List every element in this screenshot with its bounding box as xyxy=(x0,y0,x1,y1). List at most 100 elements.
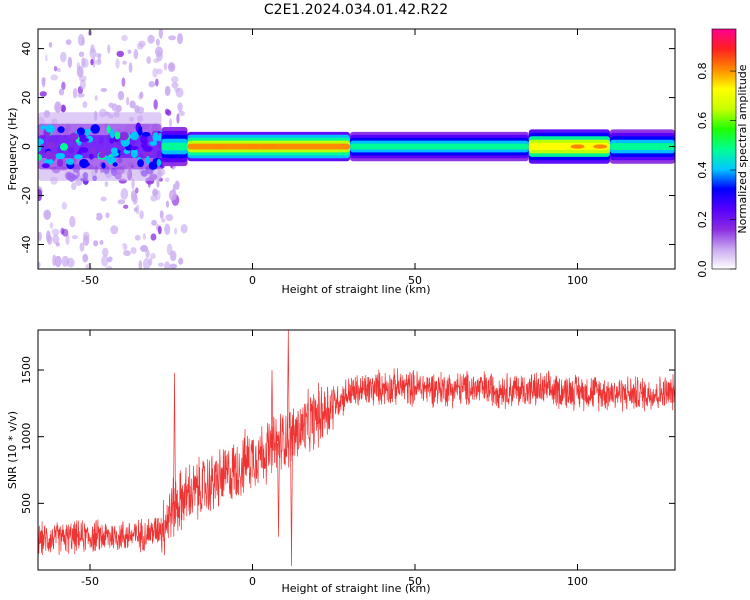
spectrogram-band-blob xyxy=(156,158,162,167)
spectrogram-x-tick-label: -50 xyxy=(81,274,99,287)
spectrogram-scatter-cell xyxy=(133,49,139,60)
snr-x-ticks: -50 0 50 100 xyxy=(81,330,588,588)
spectrogram-scatter-cell xyxy=(155,78,159,87)
snr-frame xyxy=(37,329,676,571)
spectrogram-scatter-cell xyxy=(82,253,89,263)
colorbar: 0.0 0.2 0.4 0.6 0.8 Normalized spectral ampl… xyxy=(696,28,749,278)
snr-x-tick-label: 0 xyxy=(249,575,256,588)
spectrogram-scatter-cell xyxy=(150,233,157,241)
spectrogram-scatter-cell xyxy=(176,113,180,124)
spectrogram-band-blob xyxy=(66,158,75,165)
spectrogram-y-tick-label: 40 xyxy=(20,42,33,56)
spectrogram-y-ticks: -40 -20 0 20 40 xyxy=(20,42,675,253)
spectrogram-frame xyxy=(37,28,676,270)
spectrogram-scatter-cell xyxy=(100,87,108,92)
spectrogram-scatter-cell xyxy=(52,234,60,245)
spectrogram-band-blob xyxy=(73,154,83,160)
spectrogram-scatter-cell xyxy=(104,181,109,187)
spectrogram-band-blob xyxy=(80,161,91,167)
spectrogram-scatter-cell xyxy=(156,179,160,188)
spectrogram-scatter-cell xyxy=(79,242,85,252)
spectrogram-scatter-cell xyxy=(121,34,128,42)
snr-series-line xyxy=(38,330,675,567)
spectrogram-peak xyxy=(245,144,260,149)
spectrogram-scatter-cell xyxy=(168,189,177,201)
spectrogram-scatter-cell xyxy=(122,60,127,65)
spectrogram-scatter-cell xyxy=(61,228,69,237)
spectrogram-band-blob xyxy=(114,131,121,140)
spectrogram-scatter-cell xyxy=(65,233,70,246)
spectrogram-scatter-cell xyxy=(146,56,152,65)
spectrogram-scatter-cell xyxy=(139,210,144,220)
spectrogram-scatter-cell xyxy=(61,255,70,267)
spectrogram-scatter-cell xyxy=(132,193,138,205)
spectrogram-band-blob xyxy=(119,131,129,141)
spectrogram-band-blob xyxy=(38,153,43,161)
spectrogram-peak xyxy=(544,144,559,149)
spectrogram-scatter-cell xyxy=(161,218,166,223)
spectrogram-scatter-cell xyxy=(174,227,178,235)
spectrogram-scatter-cell xyxy=(138,260,143,269)
spectrogram-scatter-cell xyxy=(51,228,60,236)
spectrogram-scatter-cell xyxy=(71,235,79,240)
spectrogram-scatter-cell xyxy=(166,109,172,116)
spectrogram-scatter-cell xyxy=(154,46,163,57)
spectrogram-scatter-cell xyxy=(82,231,90,241)
spectrogram-scatter-cell xyxy=(61,81,66,91)
spectrogram-scatter-cell xyxy=(147,34,155,44)
spectrogram-band-blob xyxy=(45,124,55,133)
spectrogram-scatter-cell xyxy=(38,231,42,242)
spectrogram-band-blob xyxy=(78,146,89,153)
colorbar-frame xyxy=(711,28,737,270)
spectrogram-band-blob xyxy=(129,145,139,151)
spectrogram-band-blob xyxy=(112,162,118,167)
spectrogram-band-segment xyxy=(350,143,529,150)
spectrogram-scatter-cell xyxy=(142,258,151,269)
spectrogram-scatter-cell xyxy=(145,249,150,259)
spectrogram-scatter-cell xyxy=(170,76,179,83)
spectrogram-scatter-cell xyxy=(175,87,184,98)
spectrogram-heatmap xyxy=(38,29,675,269)
colorbar-tick-label: 0.4 xyxy=(696,161,709,179)
spectrogram-scatter-cell xyxy=(116,50,125,58)
snr-panel: -50 0 50 100 500 1000 1500 Height of straight… xyxy=(6,329,676,595)
spectrogram-band-blob xyxy=(140,143,148,149)
spectrogram-scatter-cell xyxy=(150,252,156,260)
spectrogram-scatter-cell xyxy=(165,200,170,208)
colorbar-tick-label: 0.6 xyxy=(696,112,709,129)
spectrogram-scatter-cell xyxy=(72,88,78,99)
spectrogram-band-blob xyxy=(90,124,100,134)
spectrogram-scatter-cell xyxy=(169,263,178,269)
spectrogram-scatter-cell xyxy=(134,84,142,89)
spectrogram-x-ticks: -50 0 50 100 xyxy=(81,29,588,287)
snr-y-tick-label: 1500 xyxy=(20,356,33,384)
snr-y-tick-label: 500 xyxy=(20,493,33,514)
figure-title: C2E1.2024.034.01.42.R22 xyxy=(264,2,448,18)
spectrogram-x-tick-label: 50 xyxy=(408,274,422,287)
spectrogram-peak xyxy=(336,144,351,149)
spectrogram-scatter-cell xyxy=(110,225,119,235)
spectrogram-scatter-cell xyxy=(90,58,94,66)
spectrogram-scatter-cell xyxy=(42,77,47,82)
spectrogram-scatter-cell xyxy=(87,82,94,90)
colorbar-tick-label: 0.8 xyxy=(696,62,709,80)
spectrogram-scatter-cell xyxy=(39,91,47,97)
spectrogram-scatter-cell xyxy=(85,263,92,269)
spectrogram-scatter-cell xyxy=(71,182,77,191)
spectrogram-scatter-cell xyxy=(111,258,117,264)
spectrogram-scatter-cell xyxy=(123,204,129,209)
spectrogram-band-blob xyxy=(137,128,143,136)
spectrogram-scatter-cell xyxy=(49,222,54,229)
spectrogram-band-blob xyxy=(46,141,56,149)
spectrogram-scatter-cell xyxy=(150,194,158,202)
spectrogram-x-label: Height of straight line (km) xyxy=(281,283,430,296)
spectrogram-band-blob xyxy=(106,125,111,134)
spectrogram-scatter-cell xyxy=(65,39,72,45)
spectrogram-scatter-cell xyxy=(165,214,174,222)
spectrogram-band-blob xyxy=(69,132,79,141)
spectrogram-scatter-cell xyxy=(50,74,59,81)
spectrogram-band-segment xyxy=(38,135,162,158)
spectrogram-scatter-cell xyxy=(105,265,113,269)
spectrogram-band-segment xyxy=(610,143,675,150)
spectrogram-scatter-cell xyxy=(55,242,60,247)
